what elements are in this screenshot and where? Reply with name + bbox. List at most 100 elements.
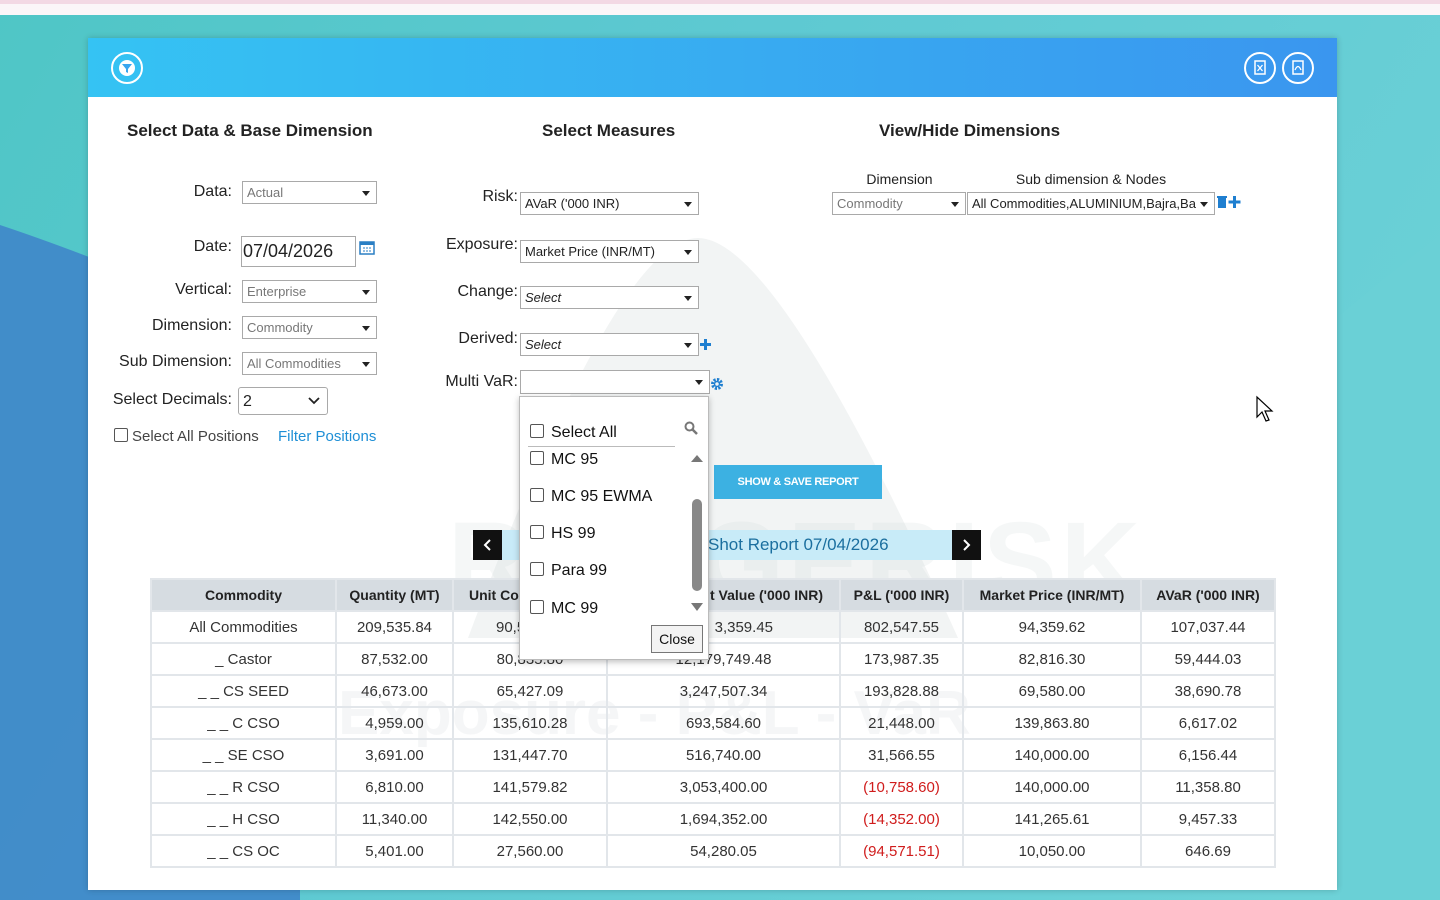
report-table: Commodity Quantity (MT) Unit Co t Value ('0… — [150, 578, 1276, 868]
checkbox[interactable] — [530, 562, 544, 576]
next-button[interactable] — [952, 530, 981, 560]
settings-icon[interactable] — [710, 377, 724, 391]
add-icon[interactable] — [699, 338, 712, 351]
table-cell: (14,352.00) — [839, 802, 964, 836]
table-cell: _ _ H CSO — [150, 802, 337, 836]
multivar-select[interactable] — [520, 370, 710, 394]
dimension-select[interactable]: Commodity — [242, 316, 377, 339]
checkbox[interactable] — [530, 451, 544, 465]
calendar-icon[interactable] — [359, 239, 375, 255]
table-cell: 6,617.02 — [1140, 706, 1276, 740]
multivar-dropdown: Select All MC 95 MC 95 EWMA HS 99 Para 99 MC… — [519, 396, 709, 660]
checkbox[interactable] — [530, 525, 544, 539]
export-excel-button[interactable] — [1243, 51, 1277, 85]
field-label: Dimension: — [151, 317, 232, 334]
table-cell: 646.69 — [1140, 834, 1276, 868]
table-cell: 38,690.78 — [1140, 674, 1276, 708]
table-cell: 11,358.80 — [1140, 770, 1276, 804]
delete-add-icons[interactable] — [1216, 195, 1242, 209]
show-save-button[interactable]: SHOW & SAVE REPORT — [714, 465, 882, 499]
close-button[interactable]: Close — [651, 625, 703, 653]
table-cell: 59,444.03 — [1140, 642, 1276, 676]
select-all-positions[interactable]: Select All Positions — [114, 428, 259, 445]
subdimension-select[interactable]: All Commodities — [242, 352, 377, 375]
column-header: Commodity — [150, 578, 337, 612]
table-cell: 11,340.00 — [335, 802, 454, 836]
table-cell: 69,580.00 — [962, 674, 1142, 708]
header-row: Commodity Quantity (MT) Unit Co t Value ('0… — [150, 578, 1276, 612]
field-label: Select Decimals: — [112, 391, 232, 408]
field-label: Derived: — [458, 330, 518, 347]
field-label: Date: — [193, 238, 232, 255]
field-label: Exposure: — [445, 236, 518, 253]
table-cell: 65,427.09 — [452, 674, 608, 708]
table-cell: All Commodities — [150, 610, 337, 644]
table-cell: 131,447.70 — [452, 738, 608, 772]
section-title: Select Data & Base Dimension — [127, 121, 373, 140]
table-cell: 27,560.00 — [452, 834, 608, 868]
option-label: MC 95 EWMA — [551, 488, 653, 505]
field-label: Change: — [457, 283, 519, 300]
table-cell: 94,359.62 — [962, 610, 1142, 644]
section-title: Select Measures — [542, 121, 676, 140]
table-cell: 140,000.00 — [962, 738, 1142, 772]
table-row: _ _ CS SEED 46,673.00 65,427.09 3,247,507.3… — [150, 674, 1276, 708]
table-cell: 4,959.00 — [335, 706, 454, 740]
scrollbar[interactable] — [690, 453, 704, 619]
checkbox[interactable] — [530, 488, 544, 502]
table-cell: 140,000.00 — [962, 770, 1142, 804]
prev-button[interactable] — [473, 530, 502, 560]
table-cell: 54,280.05 — [606, 834, 841, 868]
table-row: _ _ CS OC 5,401.00 27,560.00 54,280.05 (94,5… — [150, 834, 1276, 868]
filter-button[interactable] — [110, 51, 144, 85]
option[interactable]: MC 95 EWMA — [530, 488, 652, 506]
table-cell: 516,740.00 — [606, 738, 841, 772]
table-cell: _ _ CS OC — [150, 834, 337, 868]
export-pdf-button[interactable] — [1281, 51, 1315, 85]
checkbox[interactable] — [114, 428, 128, 442]
card-header — [88, 38, 1337, 97]
table-cell: _ Castor — [150, 642, 337, 676]
checkbox-label: Select All Positions — [132, 428, 259, 445]
subdimension-select[interactable]: All Commodities,ALUMINIUM,Bajra,Ba — [967, 192, 1215, 215]
vertical-select[interactable]: Enterprise — [242, 280, 377, 303]
change-select[interactable]: Select — [520, 286, 699, 309]
option[interactable]: Para 99 — [530, 562, 607, 580]
table-cell: _ _ SE CSO — [150, 738, 337, 772]
column-header: Dimension — [866, 171, 933, 187]
table-cell: _ _ R CSO — [150, 770, 337, 804]
select-all-option[interactable]: Select All — [530, 424, 617, 442]
table-cell: 82,816.30 — [962, 642, 1142, 676]
derived-select[interactable]: Select — [520, 333, 699, 356]
date-input[interactable]: 07/04/2026 — [241, 236, 356, 267]
option[interactable]: MC 95 — [530, 451, 598, 469]
table-row: _ _ H CSO 11,340.00 142,550.00 1,694,352.00… — [150, 802, 1276, 836]
table-cell: 87,532.00 — [335, 642, 454, 676]
field-label: Risk: — [482, 188, 518, 205]
table-cell: 1,694,352.00 — [606, 802, 841, 836]
table-cell: 3,247,507.34 — [606, 674, 841, 708]
table-cell: 5,401.00 — [335, 834, 454, 868]
option[interactable]: MC 99 — [530, 600, 598, 618]
option-label: Para 99 — [551, 562, 608, 579]
table-cell: 141,579.82 — [452, 770, 608, 804]
table-cell: 142,550.00 — [452, 802, 608, 836]
table-cell: (94,571.51) — [839, 834, 964, 868]
table-cell: 802,547.55 — [839, 610, 964, 644]
exposure-select[interactable]: Market Price (INR/MT) — [520, 240, 699, 263]
table-cell: _ _ CS SEED — [150, 674, 337, 708]
checkbox[interactable] — [530, 600, 544, 614]
search-icon[interactable] — [684, 421, 698, 435]
column-header: Market Price (INR/MT) — [962, 578, 1142, 612]
data-select[interactable]: Actual — [242, 181, 377, 204]
card: RANGERISK Exposure - P&L - VaR Select Da… — [88, 38, 1337, 890]
option[interactable]: HS 99 — [530, 525, 595, 543]
checkbox[interactable] — [530, 424, 544, 438]
table-row: _ _ R CSO 6,810.00 141,579.82 3,053,400.00(… — [150, 770, 1276, 804]
table-cell: 107,037.44 — [1140, 610, 1276, 644]
dimension-select[interactable]: Commodity — [832, 192, 966, 215]
risk-select[interactable]: AVaR ('000 INR) — [520, 192, 699, 215]
filter-positions-link[interactable]: Filter Positions — [278, 428, 377, 445]
table-row: _ _ SE CSO 3,691.00 131,447.70 516,740.00 31… — [150, 738, 1276, 772]
